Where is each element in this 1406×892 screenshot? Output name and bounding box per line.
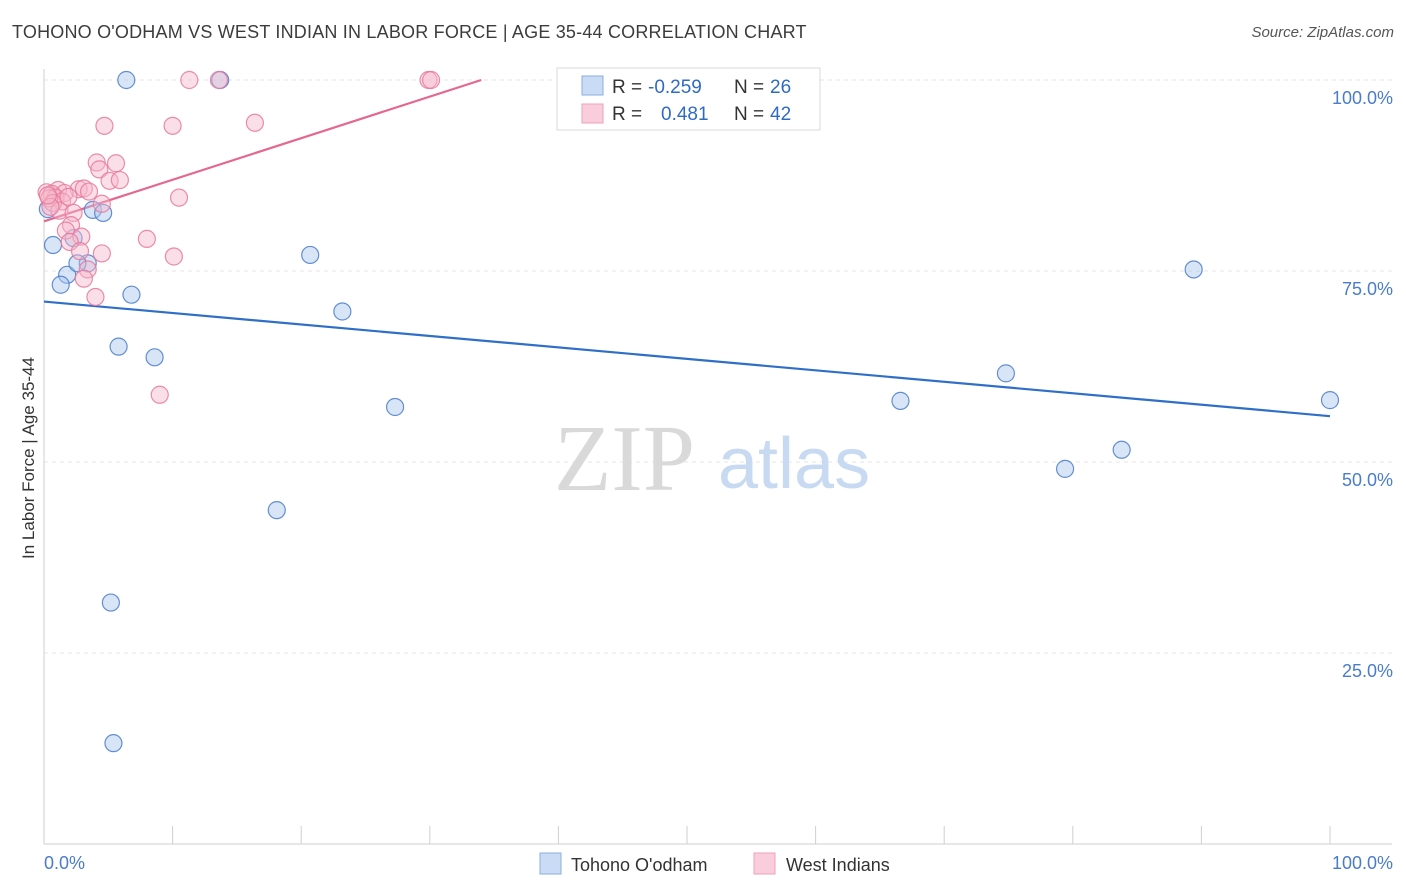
grid-lines [44,79,1392,654]
point-tohono-17 [104,734,123,753]
point-tohono-18 [891,391,910,410]
point-west-indian-11 [110,170,129,190]
point-west-indian-29 [56,221,75,240]
point-west-indian-25 [50,201,69,220]
point-tohono-23 [1320,391,1340,410]
point-west-indian-41 [59,187,78,206]
legend-r-label-2: R = [612,104,642,125]
y-tick-label-50: 50.0% [1342,470,1393,490]
data-points [37,70,1340,753]
point-west-indian-34 [92,244,111,263]
point-west-indian-0 [180,70,199,90]
point-tohono-19 [996,364,1016,383]
point-tohono-9 [122,285,141,304]
point-west-indian-9 [90,160,109,179]
point-tohono-10 [301,245,320,265]
trend-line-0 [43,300,1331,418]
point-west-indian-23 [169,188,189,207]
stats-legend: R = -0.259 N = 26 R = 0.481 N = 42 [556,67,821,131]
point-west-indian-27 [41,197,60,216]
point-tohono-4 [43,235,63,255]
point-west-indian-24 [92,194,111,213]
watermark-atlas: atlas [718,424,870,504]
legend-swatch-pink [581,103,604,124]
series-legend-label-1: Tohono O'odham [571,855,708,875]
point-west-indian-33 [70,242,90,261]
source-label: Source: ZipAtlas.com [1251,24,1394,41]
point-west-indian-31 [60,232,79,252]
y-tick-label-100: 100.0% [1332,88,1393,108]
legend-swatch-blue [581,75,604,96]
series-legend-label-2: West Indians [786,855,890,875]
point-west-indian-3 [421,70,441,90]
point-tohono-14 [385,397,405,417]
point-west-indian-39 [150,385,169,404]
point-west-indian-10 [100,171,119,190]
y-tick-label-25: 25.0% [1342,661,1393,681]
watermark-zip: ZIP [554,407,695,511]
point-tohono-12 [109,337,128,356]
series-legend-swatch-pink [753,852,776,875]
legend-n-label-2: N = [734,104,764,125]
y-axis-label: In Labor Force | Age 35-44 [19,357,38,559]
point-west-indian-36 [78,260,97,279]
point-west-indian-32 [137,229,156,249]
point-tohono-11 [333,302,352,321]
point-tohono-13 [145,348,164,367]
y-tick-label-75: 75.0% [1342,279,1393,299]
point-west-indian-37 [74,269,93,288]
x-tick-label-max: 100.0% [1332,853,1393,873]
point-tohono-16 [101,593,120,612]
point-west-indian-5 [163,116,182,135]
point-tohono-2 [83,200,102,219]
point-west-indian-35 [164,247,183,266]
legend-r-value-1: -0.259 [648,77,702,98]
chart-title: TOHONO O'ODHAM VS WEST INDIAN IN LABOR F… [12,22,807,42]
legend-n-label-1: N = [734,77,764,98]
trend-line-1 [43,78,482,223]
legend-n-value-2: 42 [770,104,791,125]
legend-r-value-2: 0.481 [661,104,709,125]
point-west-indian-38 [86,287,105,307]
tick-labels: 25.0% 50.0% 75.0% 100.0% 0.0% 100.0% [44,88,1393,873]
series-legend-swatch-blue [539,852,562,875]
point-tohono-15 [267,501,286,520]
legend-n-value-1: 26 [770,77,791,98]
point-west-indian-14 [79,182,99,201]
trend-lines [43,78,1331,418]
legend-r-label-1: R = [612,77,642,98]
point-west-indian-13 [74,179,93,198]
axes [43,69,1392,845]
point-west-indian-4 [95,116,114,135]
point-tohono-22 [1184,260,1203,279]
point-west-indian-30 [72,227,91,246]
point-tohono-21 [1112,440,1131,459]
point-west-indian-8 [106,154,126,173]
x-tick-label-min: 0.0% [44,853,85,873]
point-west-indian-1 [209,70,228,90]
point-west-indian-40 [38,186,57,205]
point-tohono-0 [117,70,136,90]
point-tohono-8 [51,275,70,294]
series-legend: Tohono O'odham West Indians [539,852,890,875]
point-west-indian-6 [245,113,265,132]
point-tohono-20 [1055,459,1075,478]
point-tohono-3 [94,203,113,223]
